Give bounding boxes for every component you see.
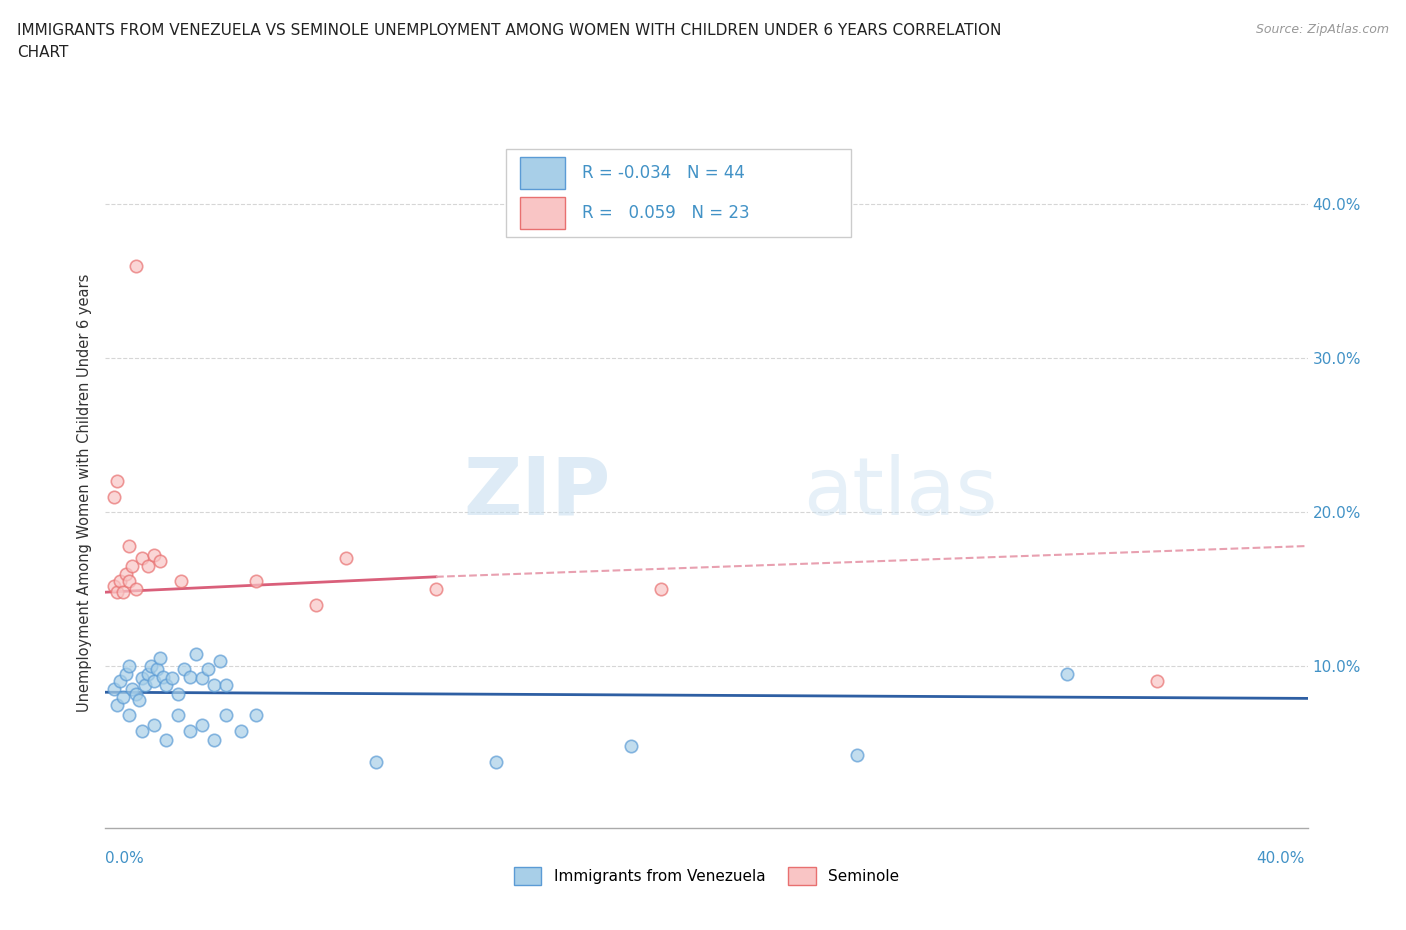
Point	[118, 658, 141, 673]
Point	[160, 671, 183, 685]
Text: R =   0.059   N = 23: R = 0.059 N = 23	[582, 205, 749, 222]
Point	[103, 489, 125, 504]
Point	[229, 724, 252, 738]
Point	[118, 708, 141, 723]
Point	[118, 538, 141, 553]
Point	[305, 597, 328, 612]
Point	[121, 682, 143, 697]
FancyBboxPatch shape	[520, 197, 565, 229]
Point	[620, 738, 643, 753]
Text: ZIP: ZIP	[463, 454, 610, 532]
Point	[124, 259, 146, 273]
FancyBboxPatch shape	[506, 149, 851, 237]
Point	[364, 754, 387, 769]
Point	[131, 724, 153, 738]
Point	[142, 548, 165, 563]
Point	[142, 674, 165, 689]
Point	[650, 581, 672, 596]
Point	[145, 662, 167, 677]
Point	[197, 662, 219, 677]
Text: 40.0%: 40.0%	[1257, 851, 1305, 866]
Point	[214, 708, 236, 723]
Point	[134, 677, 156, 692]
Text: atlas: atlas	[803, 454, 997, 532]
Point	[115, 566, 138, 581]
Point	[1146, 674, 1168, 689]
Point	[124, 686, 146, 701]
Point	[131, 551, 153, 565]
Point	[148, 651, 170, 666]
Text: IMMIGRANTS FROM VENEZUELA VS SEMINOLE UNEMPLOYMENT AMONG WOMEN WITH CHILDREN UND: IMMIGRANTS FROM VENEZUELA VS SEMINOLE UN…	[17, 23, 1001, 38]
Point	[103, 682, 125, 697]
Y-axis label: Unemployment Among Women with Children Under 6 years: Unemployment Among Women with Children U…	[77, 273, 93, 712]
Point	[173, 662, 195, 677]
Point	[152, 670, 174, 684]
Text: CHART: CHART	[17, 45, 69, 60]
Point	[142, 717, 165, 732]
Point	[179, 670, 201, 684]
Point	[155, 677, 177, 692]
Text: Source: ZipAtlas.com: Source: ZipAtlas.com	[1256, 23, 1389, 36]
Point	[202, 733, 225, 748]
Point	[115, 666, 138, 681]
Point	[169, 574, 191, 589]
Point	[214, 677, 236, 692]
Point	[845, 748, 868, 763]
Point	[131, 671, 153, 685]
Point	[136, 666, 159, 681]
Point	[118, 574, 141, 589]
Point	[124, 581, 146, 596]
Point	[155, 733, 177, 748]
Point	[103, 578, 125, 593]
Point	[485, 754, 508, 769]
Point	[107, 698, 129, 712]
Legend: Immigrants from Venezuela, Seminole: Immigrants from Venezuela, Seminole	[508, 860, 905, 891]
Point	[112, 689, 135, 704]
Text: R = -0.034   N = 44: R = -0.034 N = 44	[582, 164, 745, 181]
Point	[245, 574, 267, 589]
Point	[128, 693, 150, 708]
Point	[184, 646, 207, 661]
Point	[107, 474, 129, 489]
Point	[202, 677, 225, 692]
Point	[208, 654, 231, 669]
Point	[190, 671, 212, 685]
Point	[110, 574, 132, 589]
Point	[335, 551, 357, 565]
Text: 0.0%: 0.0%	[105, 851, 145, 866]
Point	[425, 581, 447, 596]
Point	[245, 708, 267, 723]
Point	[179, 724, 201, 738]
Point	[121, 559, 143, 574]
Point	[166, 686, 188, 701]
Point	[136, 559, 159, 574]
Point	[107, 585, 129, 600]
Point	[110, 674, 132, 689]
Point	[139, 658, 162, 673]
Point	[112, 585, 135, 600]
Point	[190, 717, 212, 732]
FancyBboxPatch shape	[520, 157, 565, 189]
Point	[1056, 666, 1078, 681]
Point	[166, 708, 188, 723]
Point	[148, 554, 170, 569]
